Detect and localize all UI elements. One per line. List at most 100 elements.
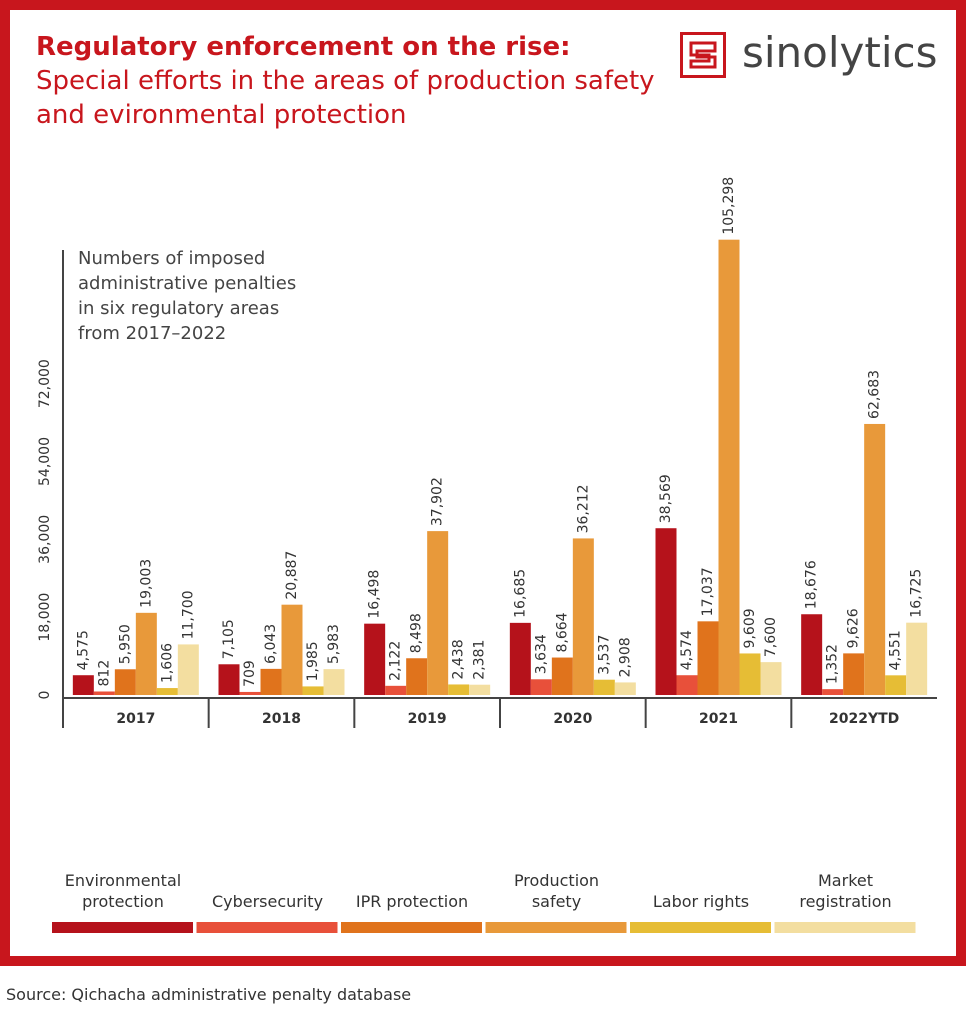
bar — [676, 675, 698, 695]
x-tick-label: 2017 — [116, 711, 155, 727]
legend-label: Market registration — [775, 862, 917, 912]
legend-text: Production safety — [513, 871, 600, 911]
value-label: 9,626 — [846, 608, 862, 648]
bar — [864, 423, 886, 695]
bar — [843, 653, 865, 695]
x-tick-label: 2021 — [699, 711, 738, 727]
bar — [177, 644, 199, 695]
bar — [469, 684, 491, 695]
bar — [572, 538, 594, 695]
value-label: 37,902 — [430, 477, 446, 526]
value-label: 5,950 — [117, 624, 133, 664]
bar — [385, 685, 407, 695]
bar — [281, 604, 303, 695]
value-label: 105,298 — [721, 177, 737, 235]
value-label: 7,600 — [763, 617, 779, 657]
title: Regulatory enforcement on the rise: Spec… — [36, 30, 656, 132]
bar — [260, 668, 282, 695]
bar — [906, 622, 928, 695]
value-label: 2,908 — [617, 637, 633, 677]
value-label: 3,634 — [533, 634, 549, 674]
bar — [739, 653, 761, 695]
title-rest: Special efforts in the areas of producti… — [36, 66, 655, 130]
value-label: 16,685 — [512, 569, 528, 618]
x-tick-label: 2018 — [262, 711, 301, 727]
value-label: 2,122 — [388, 641, 404, 681]
bar — [697, 621, 719, 695]
value-label: 16,725 — [909, 569, 925, 618]
legend-text: Cybersecurity — [211, 892, 324, 911]
value-label: 6,043 — [263, 624, 279, 664]
y-tick-label: 54,000 — [37, 437, 53, 486]
bar — [406, 658, 428, 695]
legend-label: Production safety — [486, 862, 628, 912]
y-tick-label: 18,000 — [37, 593, 53, 642]
value-label: 9,609 — [742, 608, 758, 648]
legend-text: Market registration — [799, 871, 892, 911]
legend-label: Cybersecurity — [197, 862, 339, 912]
bar — [530, 679, 552, 695]
value-label: 1,352 — [825, 644, 841, 684]
bar — [509, 622, 531, 695]
title-bold: Regulatory enforcement on the rise: — [36, 32, 571, 62]
value-label: 16,498 — [367, 570, 383, 619]
value-label: 5,983 — [326, 624, 342, 664]
legend-swatch — [341, 922, 482, 933]
y-tick-label: 0 — [37, 691, 53, 700]
legend-label: Labor rights — [630, 862, 772, 912]
annotation: Numbers of imposed administrative penalt… — [78, 248, 297, 344]
logo-glyph — [689, 41, 717, 69]
value-label: 8,664 — [554, 612, 570, 652]
bar — [93, 691, 115, 695]
bar — [885, 675, 907, 695]
x-tick-label: 2019 — [408, 711, 447, 727]
logo-icon — [680, 32, 726, 78]
bar — [614, 682, 636, 695]
value-label: 7,105 — [221, 619, 237, 659]
source: Source: Qichacha administrative penalty … — [6, 985, 412, 1004]
value-label: 1,606 — [159, 643, 175, 683]
y-tick-label: 36,000 — [37, 515, 53, 564]
legend-label: Environmental protection — [52, 862, 194, 912]
bar — [718, 239, 740, 695]
value-label: 4,575 — [75, 630, 91, 670]
bar — [218, 664, 240, 695]
frame — [0, 0, 966, 966]
bar — [801, 614, 823, 695]
value-label: 3,537 — [596, 635, 612, 675]
bar — [822, 689, 844, 695]
bar — [593, 679, 615, 695]
x-tick-label: 2020 — [553, 711, 592, 727]
legend-swatch — [630, 922, 771, 933]
value-label: 20,887 — [284, 551, 300, 600]
value-label: 1,985 — [305, 641, 321, 681]
bar — [239, 691, 261, 695]
bar — [72, 675, 94, 695]
bar — [551, 657, 573, 695]
bar — [655, 528, 677, 695]
legend-text: Labor rights — [652, 892, 750, 911]
value-label: 4,574 — [679, 630, 695, 670]
legend-swatch — [485, 922, 627, 933]
value-label: 812 — [96, 660, 112, 687]
logo: sinolytics — [742, 28, 938, 77]
value-label: 2,438 — [451, 639, 467, 679]
bar — [114, 669, 136, 695]
bar — [427, 531, 449, 695]
bar — [302, 686, 324, 695]
value-label: 2,381 — [472, 640, 488, 680]
value-label: 62,683 — [867, 370, 883, 419]
bar — [135, 612, 157, 695]
legend-swatch — [52, 922, 193, 933]
value-label: 4,551 — [888, 630, 904, 670]
y-tick-label: 72,000 — [37, 359, 53, 408]
x-tick-label: 2022YTD — [829, 711, 899, 727]
value-label: 709 — [242, 660, 258, 687]
bar — [448, 684, 470, 695]
value-label: 8,498 — [409, 613, 425, 653]
bar — [323, 669, 345, 695]
legend-text: Environmental protection — [64, 871, 182, 911]
legend-swatch — [196, 922, 338, 933]
